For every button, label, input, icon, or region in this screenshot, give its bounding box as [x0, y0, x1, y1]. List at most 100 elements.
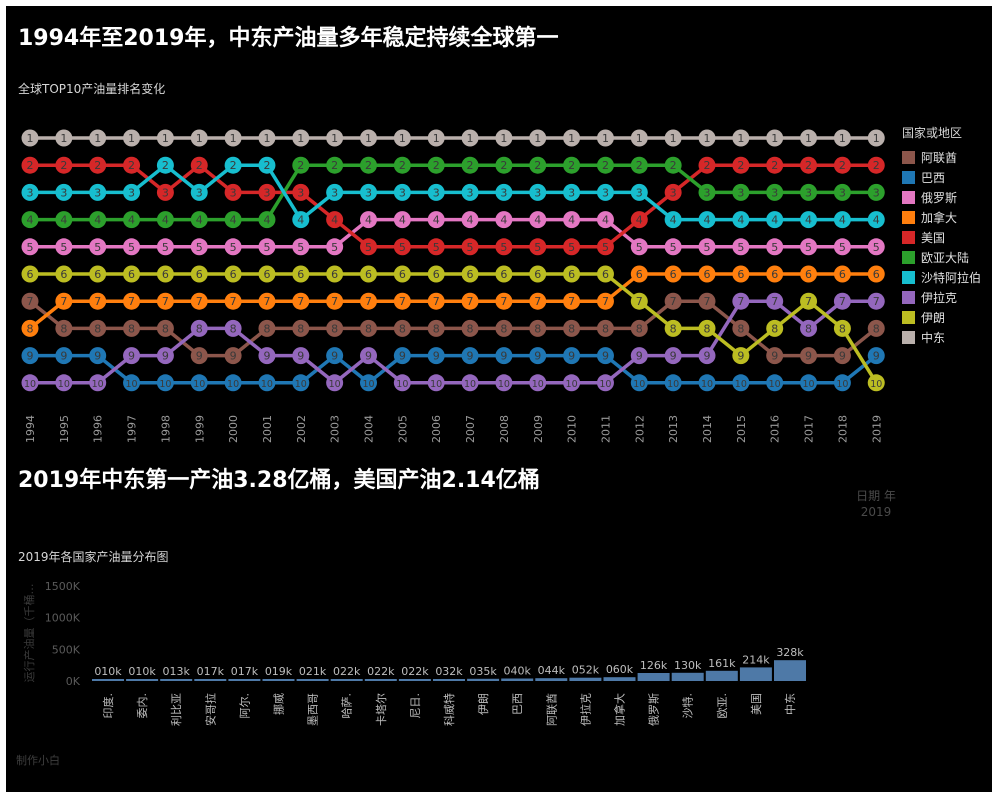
rank-point: 5: [529, 238, 547, 256]
rank-label: 9: [162, 350, 169, 363]
bar-value-label: 021k: [299, 665, 327, 678]
legend-item[interactable]: 中东: [902, 327, 992, 347]
rank-marker: [55, 292, 73, 310]
rank-label: 9: [433, 350, 440, 363]
rank-marker: [55, 319, 73, 337]
rank-label: 7: [128, 295, 135, 308]
rank-marker: [664, 319, 682, 337]
legend-item[interactable]: 欧亚大陆: [902, 247, 992, 267]
legend-item[interactable]: 加拿大: [902, 207, 992, 227]
rank-marker: [21, 211, 39, 229]
rank-point: 9: [732, 347, 750, 365]
category-label: 沙特.: [681, 693, 695, 719]
bar-value-label: 060k: [606, 663, 634, 676]
rank-marker: [664, 374, 682, 392]
rank-marker: [867, 129, 885, 147]
rank-point: 10: [766, 374, 784, 392]
rank-label: 1: [399, 132, 406, 145]
legend-item[interactable]: 伊拉克: [902, 287, 992, 307]
rank-point: 4: [258, 211, 276, 229]
rank-point: 10: [258, 374, 276, 392]
rank-point: 3: [21, 183, 39, 201]
bar: [501, 678, 534, 681]
year-tick-label: 2003: [329, 415, 342, 443]
year-tick-label: 2004: [363, 415, 376, 443]
category-label: 利比亚: [170, 693, 183, 726]
rank-point: 10: [427, 374, 445, 392]
rank-marker: [360, 292, 377, 310]
rank-point: 5: [698, 238, 716, 256]
rank-label: 10: [396, 379, 408, 390]
rank-label: 6: [230, 268, 237, 281]
rank-marker: [326, 292, 344, 310]
year-filter[interactable]: 日期 年 2019: [826, 488, 926, 520]
rank-marker: [596, 265, 614, 283]
rank-point: 4: [292, 211, 310, 229]
rank-label: 9: [873, 350, 880, 363]
rank-label: 9: [568, 350, 575, 363]
rank-marker: [461, 292, 479, 310]
rank-marker: [732, 238, 750, 256]
rank-marker: [326, 319, 344, 337]
rank-marker: [224, 238, 242, 256]
rank-label: 7: [27, 295, 34, 308]
rank-marker: [156, 347, 174, 365]
rank-label: 7: [670, 295, 677, 308]
rank-label: 9: [500, 350, 507, 363]
rank-point: 5: [123, 238, 141, 256]
rank-label: 2: [534, 159, 541, 172]
rank-label: 8: [467, 322, 474, 335]
legend-item[interactable]: 阿联酋: [902, 147, 992, 167]
rank-point: 4: [495, 211, 513, 229]
rank-label: 10: [667, 379, 679, 390]
rank-marker: [732, 129, 750, 147]
rank-marker: [156, 156, 174, 174]
rank-point: 8: [190, 319, 208, 337]
rank-marker: [630, 238, 648, 256]
rank-marker: [360, 211, 377, 229]
rank-marker: [190, 319, 208, 337]
rank-marker: [698, 183, 716, 201]
rank-point: 2: [630, 156, 648, 174]
rank-label: 7: [230, 295, 237, 308]
rank-marker: [596, 183, 614, 201]
rank-point: 8: [224, 319, 242, 337]
rank-marker: [630, 347, 648, 365]
legend-item[interactable]: 巴西: [902, 167, 992, 187]
legend-item[interactable]: 沙特阿拉伯: [902, 267, 992, 287]
rank-label: 4: [331, 214, 338, 227]
rank-label: 1: [500, 132, 507, 145]
rank-point: 4: [698, 211, 716, 229]
rank-label: 10: [599, 379, 611, 390]
legend-item[interactable]: 俄罗斯: [902, 187, 992, 207]
rank-marker: [529, 211, 547, 229]
rank-marker: [393, 292, 411, 310]
rank-marker: [224, 347, 242, 365]
rank-point: 9: [190, 347, 208, 365]
legend-item[interactable]: 美国: [902, 227, 992, 247]
rank-label: 8: [365, 322, 372, 335]
rank-marker: [393, 374, 411, 392]
rank-point: 6: [563, 265, 581, 283]
rank-point: 7: [89, 292, 107, 310]
rank-label: 5: [873, 241, 880, 254]
rank-marker: [698, 156, 716, 174]
rank-label: 2: [297, 159, 304, 172]
rank-point: 2: [326, 156, 344, 174]
bar: [126, 679, 159, 681]
rank-label: 9: [805, 350, 812, 363]
rank-point: 5: [258, 238, 276, 256]
legend-item[interactable]: 伊朗: [902, 307, 992, 327]
rank-marker: [461, 183, 479, 201]
rank-point: 2: [698, 156, 716, 174]
rank-point: 4: [664, 211, 682, 229]
rank-label: 10: [633, 379, 645, 390]
year-filter-value: 2019: [860, 505, 892, 519]
rank-label: 1: [297, 132, 304, 145]
rank-point: 3: [766, 183, 784, 201]
category-label: 加拿大: [613, 693, 627, 726]
rank-label: 3: [805, 186, 812, 199]
rank-point: 10: [664, 374, 682, 392]
rank-label: 4: [500, 214, 507, 227]
rank-point: 2: [123, 156, 141, 174]
